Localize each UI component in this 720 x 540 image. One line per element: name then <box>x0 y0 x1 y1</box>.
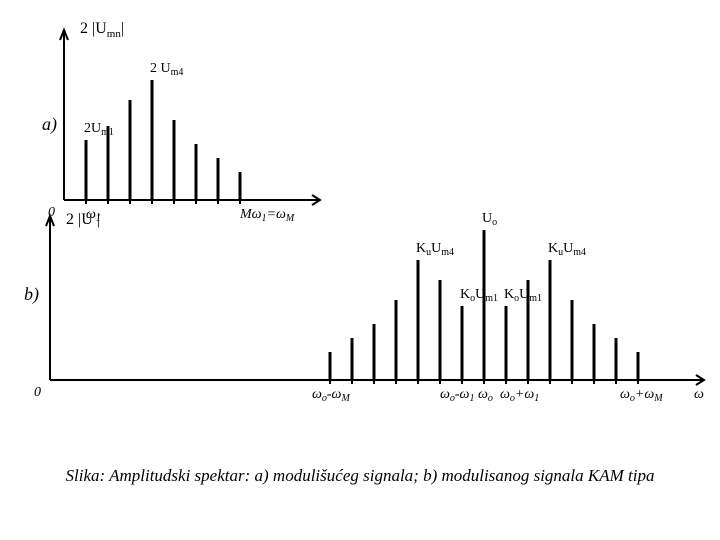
spectrum-svg: 0a)2 |Umn|2Um1ω12 Um4Mω1=ωM0b)2 |U |ωωo-… <box>0 0 720 540</box>
figure-caption: Slika: Amplitudski spektar: a) modulišuć… <box>0 466 720 486</box>
svg-text:ω: ω <box>694 387 704 402</box>
svg-text:0: 0 <box>34 385 41 400</box>
svg-text:ωo-ωM: ωo-ωM <box>312 387 350 404</box>
figure-container: 0a)2 |Umn|2Um1ω12 Um4Mω1=ωM0b)2 |U |ωωo-… <box>0 0 720 540</box>
svg-text:2 Um4: 2 Um4 <box>150 61 183 78</box>
svg-text:Mω1=ωM: Mω1=ωM <box>239 207 295 224</box>
svg-text:a): a) <box>42 114 57 135</box>
svg-text:ωo-ω1: ωo-ω1 <box>440 387 474 404</box>
svg-text:ωo: ωo <box>478 387 493 404</box>
svg-text:KoUm1: KoUm1 <box>460 287 498 304</box>
svg-text:KuUm4: KuUm4 <box>548 241 586 258</box>
svg-text:KuUm4: KuUm4 <box>416 241 454 258</box>
svg-text:2 |U |: 2 |U | <box>66 211 100 228</box>
svg-text:b): b) <box>24 284 39 305</box>
svg-text:Uo: Uo <box>482 211 497 228</box>
svg-text:KoUm1: KoUm1 <box>504 287 542 304</box>
svg-text:ωo+ω1: ωo+ω1 <box>500 387 539 404</box>
svg-text:ωo+ωM: ωo+ωM <box>620 387 663 404</box>
svg-text:2 |Umn|: 2 |Umn| <box>80 20 124 40</box>
